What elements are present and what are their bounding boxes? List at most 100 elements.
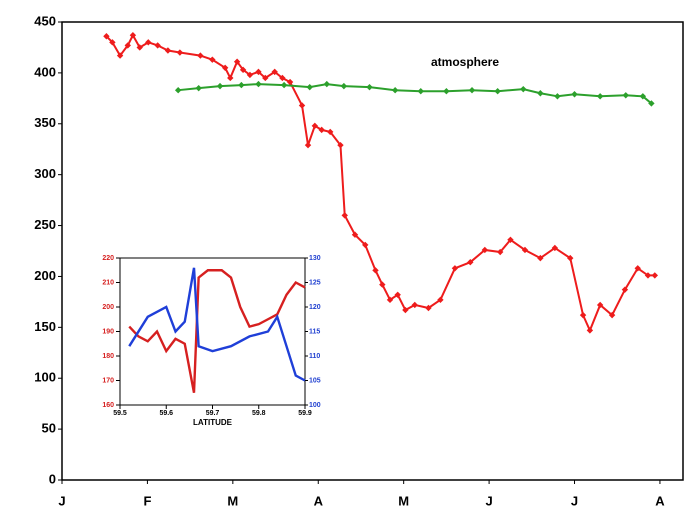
data-point [195,84,202,92]
y-tick-label: 400 [34,64,56,79]
data-point [129,32,137,39]
data-point [481,246,489,254]
y-tick-label: 450 [34,13,56,28]
data-point [233,58,241,65]
series-line [105,33,655,333]
data-point [304,141,312,149]
data-point [298,102,306,109]
data-point [402,306,409,314]
data-point [145,39,152,46]
data-point [246,71,254,79]
data-point [579,311,587,319]
data-point [379,281,386,288]
data-point [311,122,319,130]
y-tick-label: 0 [49,471,56,486]
y-tick-label: 210 [102,279,114,286]
data-point [279,74,286,82]
data-point [451,265,459,272]
x-tick-label: 59.9 [298,410,312,417]
data-point [323,80,331,88]
data-point [372,267,379,274]
data-point [216,82,224,90]
data-point [467,258,474,266]
data-point [362,241,369,249]
data-point [507,236,514,244]
y2-tick-label: 100 [309,402,321,409]
data-point [255,68,262,76]
data-point [567,254,574,262]
data-point [551,244,559,252]
data-point [209,56,216,63]
y-tick-label: 250 [34,217,56,232]
data-point [391,86,399,94]
data-point [394,291,401,298]
y2-tick-label: 105 [309,377,321,384]
data-point [596,301,604,309]
data-point [318,126,325,134]
x-tick-label: J [58,493,65,508]
y-tick-label: 200 [34,268,56,283]
data-point [306,83,313,91]
data-point [644,272,652,279]
data-point [176,49,184,56]
data-point [386,296,394,304]
data-point [239,66,247,74]
data-point [586,327,594,334]
data-point [520,85,527,93]
data-point [622,92,629,99]
data-point [648,100,655,107]
data-point [154,42,161,49]
data-point [639,93,647,100]
data-point [238,81,245,89]
y-tick-label: 150 [34,319,56,334]
y-tick-label: 50 [42,421,56,436]
x-tick-label: A [655,493,665,508]
data-point [537,90,544,97]
x-axis-label: LATITUDE [193,418,233,427]
data-point [164,47,172,54]
data-point [286,78,294,86]
y2-tick-label: 120 [309,304,321,311]
plot-frame [61,21,684,481]
data-point [554,93,561,100]
y-tick-label: 100 [34,370,56,385]
data-point [437,296,444,304]
data-point [197,52,204,59]
data-point [411,301,418,309]
data-point [262,74,269,82]
data-point [337,141,344,149]
data-point [351,231,359,238]
data-point [634,265,641,272]
data-point [227,74,234,82]
data-point [341,212,348,219]
data-point [417,88,424,95]
data-point [494,88,501,95]
data-point [271,68,278,76]
y2-tick-label: 125 [309,279,321,286]
data-point [443,88,450,95]
y-tick-label: 350 [34,115,56,130]
data-point [116,52,124,59]
data-point [425,304,432,312]
data-point [280,81,288,89]
y-tick-label: 160 [102,402,114,409]
annotation: atmosphere [431,55,499,69]
data-point [521,246,529,254]
data-point [136,44,143,51]
series-line [178,83,653,105]
data-point [468,86,476,94]
data-point [124,42,131,49]
data-point [340,82,348,90]
x-tick-label: J [485,493,492,508]
data-point [327,128,334,136]
x-tick-label: 59.8 [252,410,266,417]
data-point [221,64,229,71]
data-point [109,39,116,46]
data-point [571,91,578,98]
y2-tick-label: 115 [309,328,320,335]
data-point [497,248,504,256]
data-point [103,33,110,40]
x-tick-label: 59.7 [206,410,220,417]
y-tick-label: 200 [102,304,114,311]
